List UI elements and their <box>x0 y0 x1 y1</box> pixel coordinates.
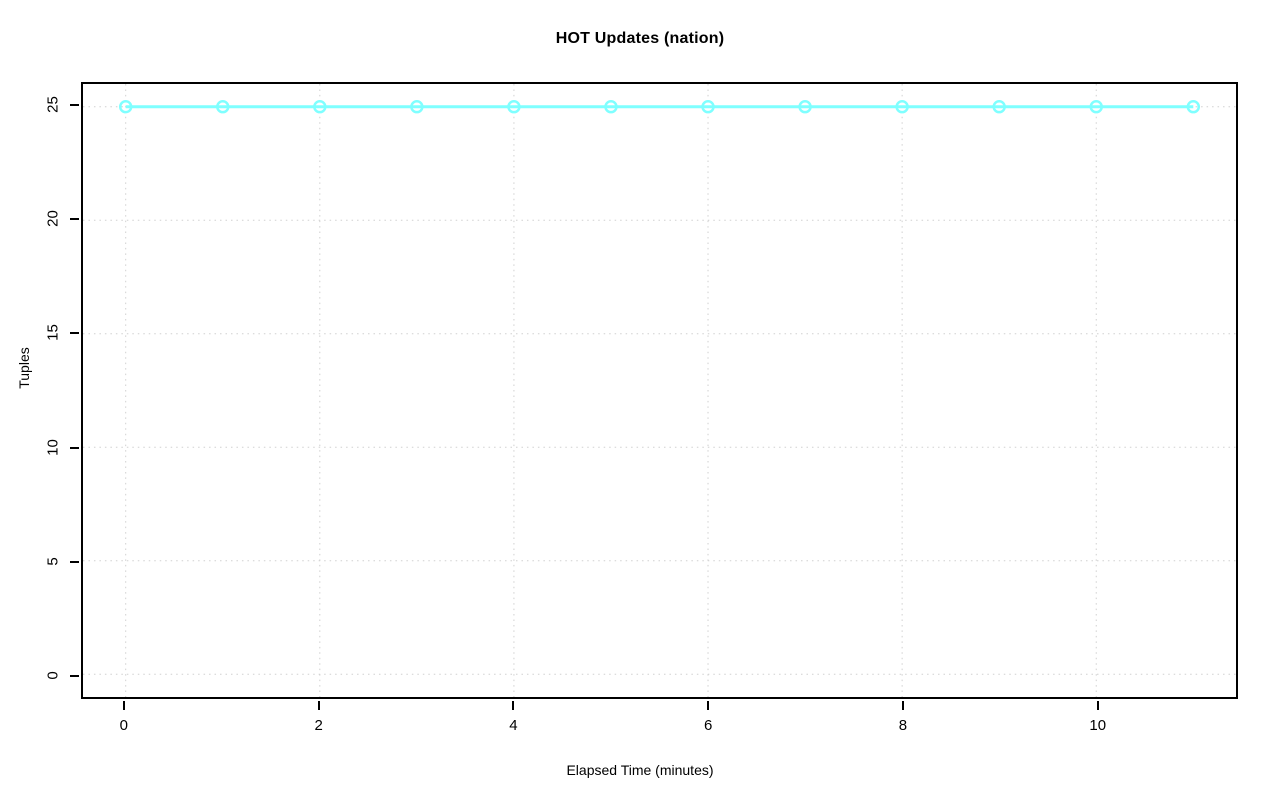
x-tick-label: 6 <box>704 717 713 734</box>
y-tick-label: 20 <box>44 210 62 227</box>
y-tick-mark <box>70 675 79 678</box>
y-axis-title: Tuples <box>16 347 32 389</box>
data-point-marker <box>992 99 1006 114</box>
x-tick-label: 8 <box>898 717 908 734</box>
data-point-marker <box>1089 99 1103 114</box>
y-tick-label: 25 <box>44 96 62 113</box>
y-tick-label: 10 <box>44 438 62 456</box>
y-tick-label: 0 <box>44 671 62 680</box>
gridlines <box>83 84 1236 697</box>
plot-area <box>81 82 1238 699</box>
x-tick-label: 0 <box>119 717 129 734</box>
x-tick-mark <box>707 701 710 710</box>
data-point-marker <box>216 99 230 114</box>
data-point-marker <box>118 99 133 114</box>
y-tick-mark <box>70 446 79 449</box>
y-tick-mark <box>70 103 79 106</box>
data-point-marker <box>798 99 812 114</box>
x-tick-label: 4 <box>509 717 518 734</box>
y-tick-mark <box>70 560 79 563</box>
data-point-marker <box>507 99 521 114</box>
y-tick-mark <box>70 332 79 335</box>
data-point-marker <box>313 99 327 114</box>
x-tick-mark <box>317 701 320 710</box>
data-point-marker <box>1186 99 1201 114</box>
y-tick-mark <box>70 218 79 221</box>
x-tick-mark <box>901 701 904 710</box>
x-axis-title: Elapsed Time (minutes) <box>566 762 714 778</box>
x-tick-label: 2 <box>314 717 323 734</box>
x-tick-mark <box>122 701 125 710</box>
plot-canvas <box>83 84 1236 697</box>
data-point-marker <box>701 99 715 114</box>
data-point-marker <box>895 99 909 114</box>
x-tick-label: 10 <box>1089 717 1107 734</box>
y-tick-label: 15 <box>44 324 62 342</box>
x-tick-mark <box>1096 701 1099 710</box>
series-layer <box>118 99 1201 114</box>
data-point-marker <box>604 99 618 114</box>
data-point-marker <box>410 99 424 114</box>
y-tick-label: 5 <box>44 557 62 566</box>
chart-title: HOT Updates (nation) <box>555 30 725 47</box>
x-tick-mark <box>512 701 515 710</box>
